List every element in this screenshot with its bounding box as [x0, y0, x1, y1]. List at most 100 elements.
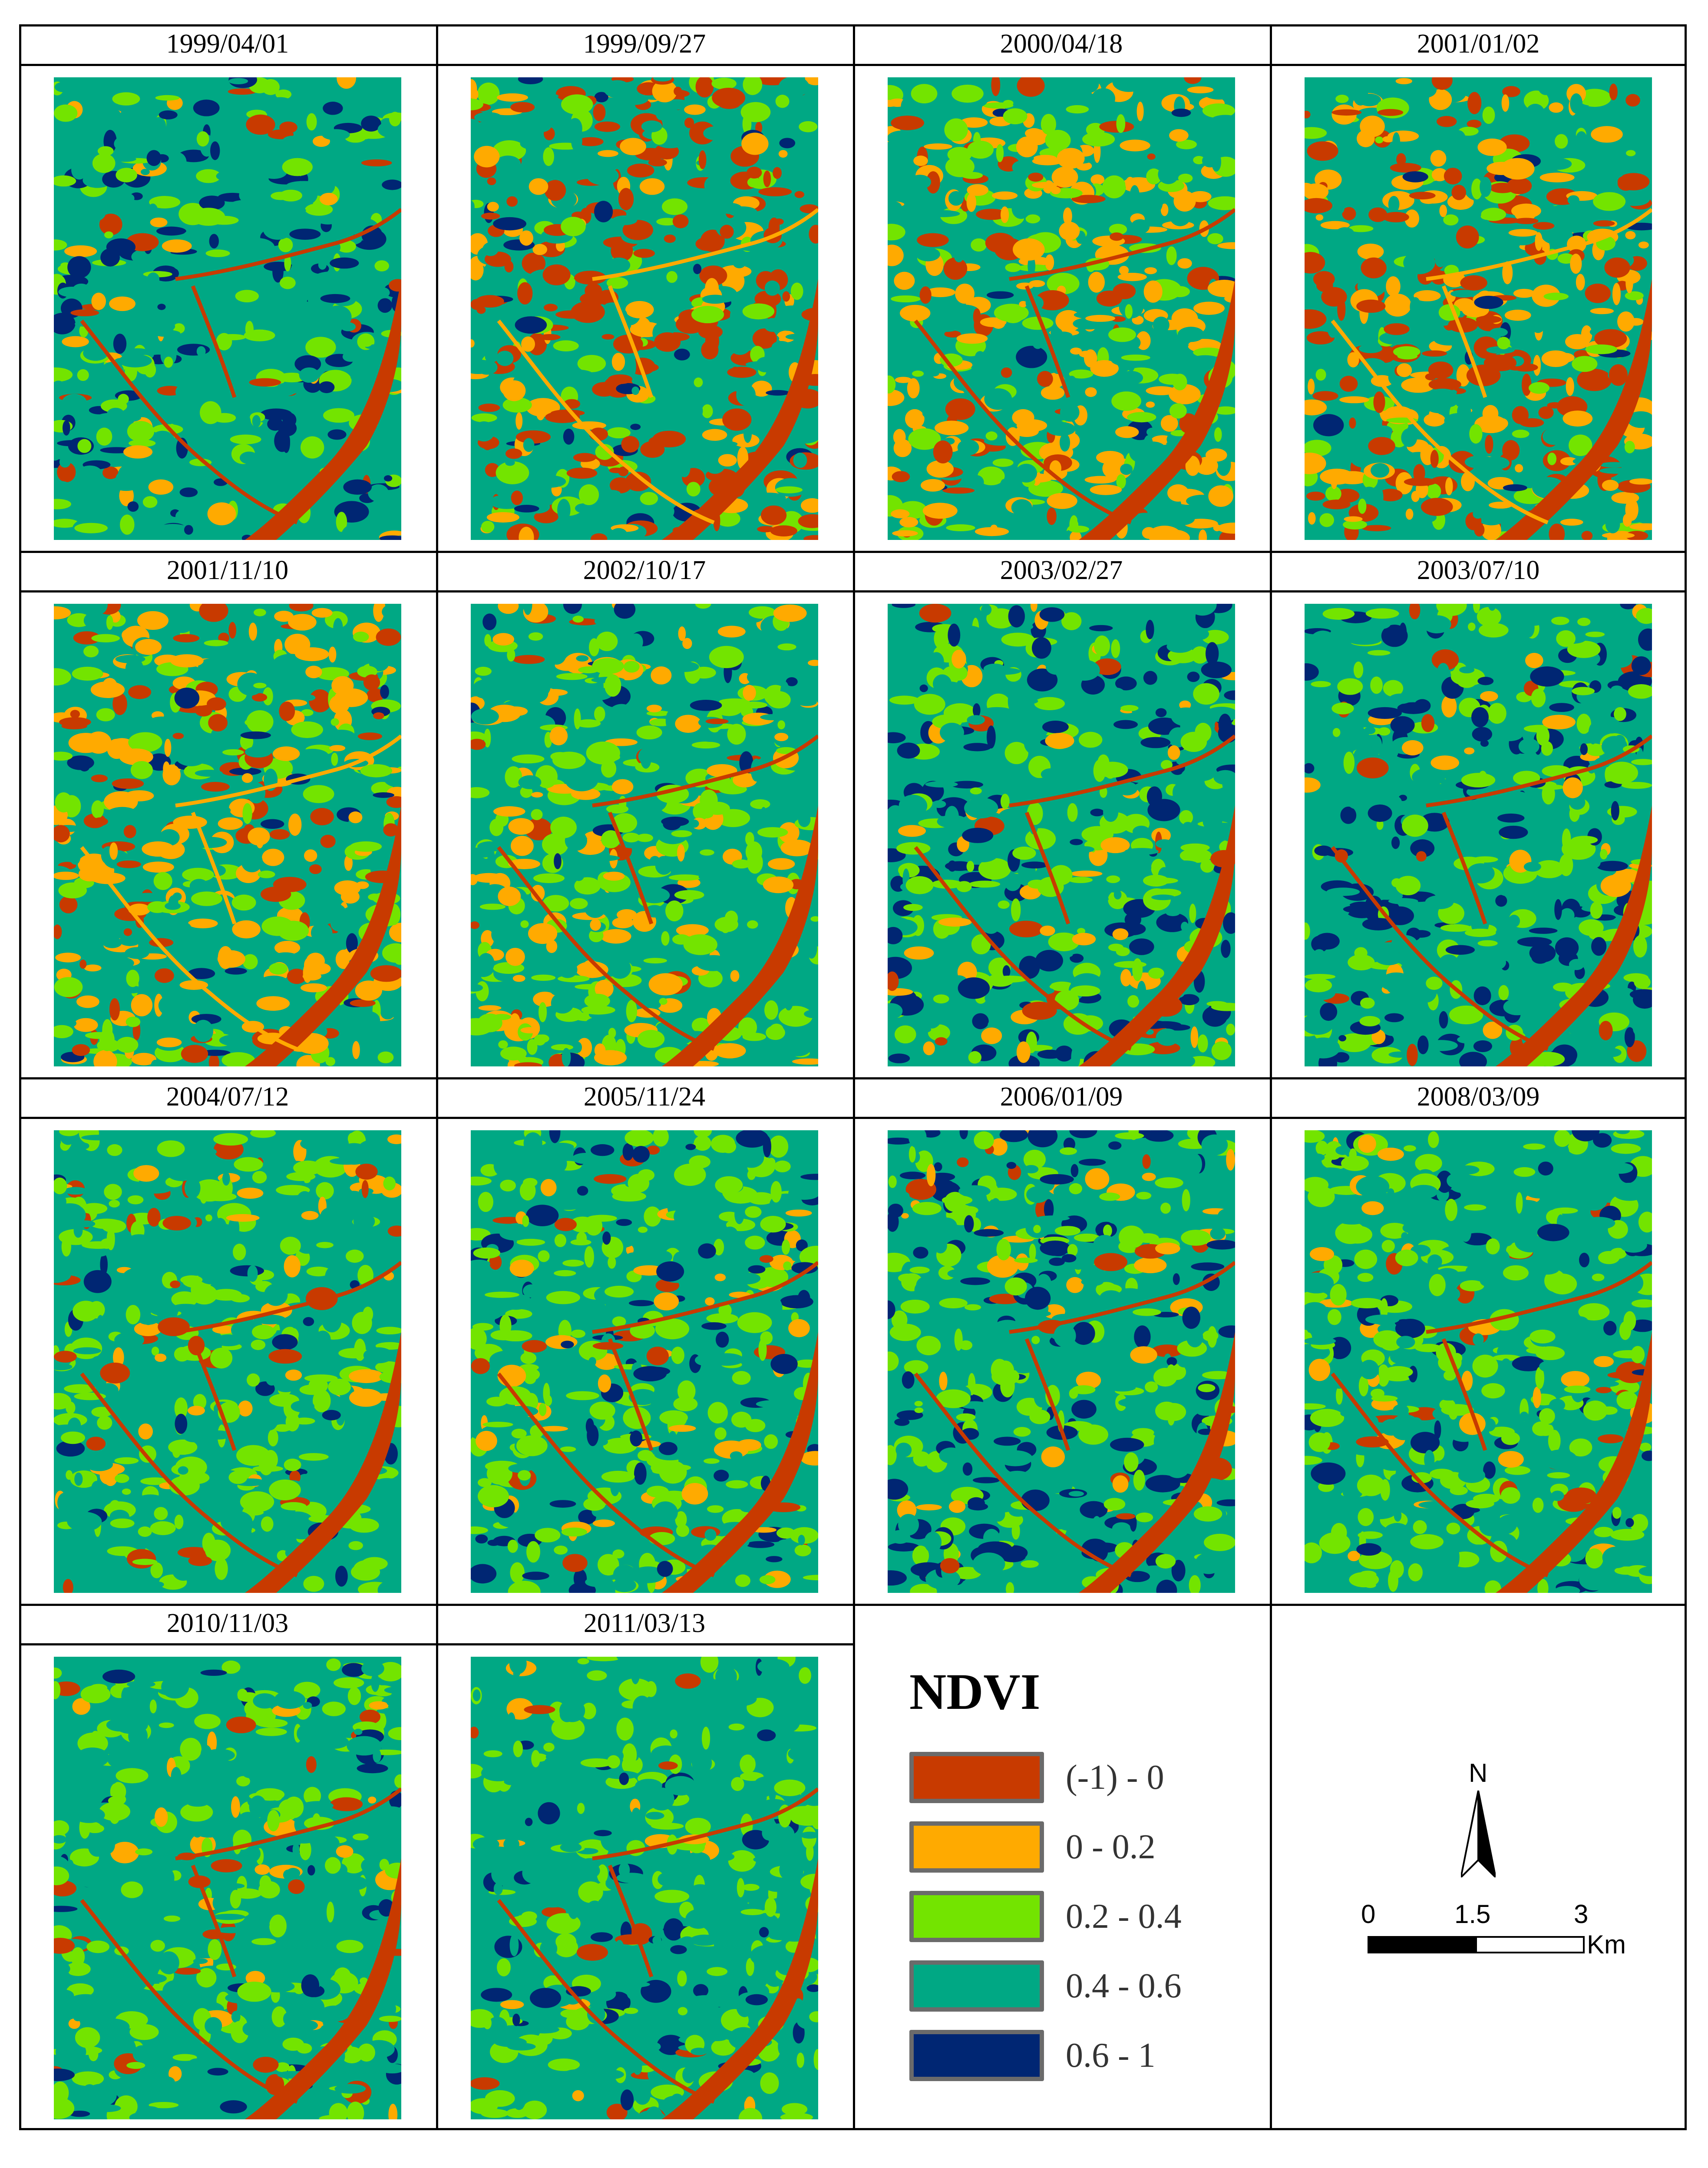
ndvi-patch — [289, 603, 314, 612]
ndvi-patch — [763, 876, 794, 893]
ndvi-patch — [562, 1048, 571, 1066]
ndvi-patch — [295, 647, 329, 661]
ndvi-patch — [1638, 628, 1652, 651]
ndvi-patch — [510, 102, 535, 113]
ndvi-patch — [581, 1005, 615, 1015]
ndvi-patch — [173, 634, 200, 642]
ndvi-patch — [1224, 690, 1235, 700]
ndvi-patch — [294, 1195, 307, 1215]
ndvi-patch — [320, 192, 338, 205]
ndvi-patch — [474, 146, 500, 167]
ndvi-patch — [93, 603, 108, 614]
ndvi-patch — [704, 175, 724, 195]
ndvi-patch — [1154, 620, 1164, 630]
ndvi-patch — [154, 1506, 168, 1520]
ndvi-patch — [966, 193, 976, 212]
ndvi-patch — [913, 155, 928, 166]
ndvi-patch — [356, 182, 377, 199]
ndvi-patch — [54, 480, 69, 488]
map-panel: 2003/07/10 — [1270, 551, 1687, 1077]
ndvi-patch — [202, 1532, 215, 1554]
ndvi-patch — [953, 244, 965, 262]
ndvi-patch — [956, 766, 990, 775]
ndvi-patch — [1430, 450, 1439, 468]
ndvi-patch — [773, 167, 782, 179]
ndvi-patch — [471, 787, 490, 798]
panel-date: 2003/07/10 — [1270, 551, 1687, 592]
ndvi-patch — [1120, 705, 1139, 711]
ndvi-patch — [322, 1309, 342, 1332]
map-panel: 2001/01/02 — [1270, 24, 1687, 551]
ndvi-patch — [709, 645, 744, 668]
ndvi-patch — [250, 1130, 276, 1138]
ndvi-patch — [156, 226, 186, 235]
ndvi-patch — [633, 248, 655, 258]
ndvi-patch — [216, 170, 248, 182]
ndvi-patch — [99, 1466, 115, 1484]
ndvi-patch — [86, 1250, 108, 1257]
ndvi-patch — [1390, 716, 1415, 734]
ndvi-patch — [103, 647, 111, 656]
ndvi-patch — [328, 729, 355, 741]
ndvi-patch — [717, 625, 746, 638]
ndvi-patch — [1569, 434, 1592, 456]
ndvi-patch — [750, 799, 770, 809]
ndvi-patch — [198, 1267, 224, 1284]
ndvi-patch — [96, 1578, 109, 1585]
ndvi-patch — [361, 115, 381, 132]
ndvi-patch — [1070, 347, 1082, 354]
ndvi-patch — [1378, 222, 1399, 240]
ndvi-patch — [944, 118, 968, 141]
ndvi-patch — [221, 1485, 231, 1492]
ndvi-patch — [362, 451, 377, 466]
ndvi-patch — [940, 722, 964, 742]
ndvi-patch — [93, 1049, 117, 1066]
ndvi-patch — [362, 1496, 397, 1510]
ndvi-patch — [1631, 656, 1651, 675]
ndvi-patch — [1397, 804, 1404, 812]
ndvi-patch — [1340, 806, 1357, 824]
ndvi-patch — [1169, 403, 1187, 419]
ndvi-patch — [1190, 1026, 1199, 1048]
ndvi-patch — [1393, 346, 1421, 357]
ndvi-patch — [745, 841, 763, 862]
ndvi-patch — [301, 436, 324, 459]
ndvi-patch — [715, 510, 740, 527]
ndvi-patch — [798, 811, 811, 827]
ndvi-patch — [626, 1245, 634, 1255]
ndvi-patch — [778, 822, 799, 843]
ndvi-patch — [1343, 720, 1364, 734]
ndvi-patch — [1384, 1028, 1414, 1036]
ndvi-patch — [344, 131, 367, 143]
ndvi-patch — [1012, 160, 1032, 174]
ndvi-patch — [226, 1214, 260, 1222]
ndvi-patch — [54, 1363, 73, 1370]
ndvi-patch — [73, 1018, 98, 1032]
ndvi-patch — [1563, 777, 1583, 798]
ndvi-patch — [1536, 726, 1549, 746]
ndvi-patch — [245, 321, 254, 338]
ndvi-patch — [573, 869, 585, 881]
ndvi-patch — [1441, 695, 1457, 718]
ndvi-patch — [1586, 953, 1595, 969]
ndvi-patch — [93, 817, 108, 826]
ndvi-patch — [241, 238, 275, 258]
ndvi-patch — [538, 1250, 550, 1262]
ndvi-patch — [651, 666, 672, 685]
ndvi-patch — [604, 79, 631, 98]
ndvi-patch — [258, 975, 289, 990]
ndvi-patch — [656, 218, 678, 225]
panel-date: 1999/09/27 — [436, 24, 853, 66]
ndvi-patch — [1559, 854, 1573, 876]
ndvi-patch — [54, 668, 71, 685]
ndvi-patch — [1117, 381, 1134, 388]
ndvi-patch — [92, 106, 122, 128]
ndvi-patch — [261, 165, 287, 179]
ndvi-patch — [1106, 875, 1120, 883]
ndvi-patch — [1541, 350, 1570, 367]
ndvi-patch — [803, 1574, 818, 1580]
ndvi-patch — [1112, 77, 1145, 92]
ndvi-patch — [1166, 246, 1177, 265]
ndvi-patch — [1502, 440, 1520, 460]
ndvi-patch — [661, 931, 670, 946]
